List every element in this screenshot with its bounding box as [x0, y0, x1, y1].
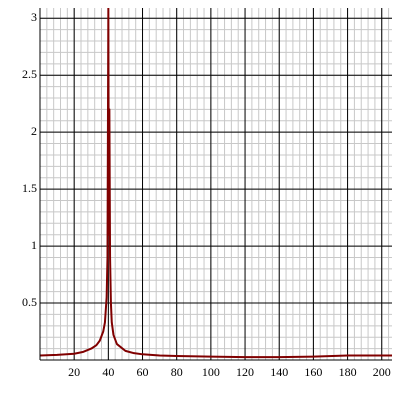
y-tick-label: 0.5 [22, 295, 37, 309]
x-tick-label: 120 [236, 365, 254, 379]
x-tick-label: 160 [304, 365, 322, 379]
grid [39, 8, 392, 361]
y-tick-label: 2.5 [22, 67, 37, 81]
y-tick-label: 2 [31, 124, 37, 138]
x-tick-label: 100 [202, 365, 220, 379]
plot-area [40, 8, 392, 359]
y-tick-label: 3 [31, 10, 37, 24]
x-tick-label: 60 [137, 365, 149, 379]
y-tick-label: 1.5 [22, 181, 37, 195]
y-tick-label: 1 [31, 238, 37, 252]
line-series [40, 8, 392, 359]
x-tick-label: 180 [339, 365, 357, 379]
x-tick-label: 200 [373, 365, 391, 379]
x-tick-label: 40 [102, 365, 114, 379]
x-tick-label: 20 [68, 365, 80, 379]
x-tick-label: 140 [270, 365, 288, 379]
x-tick-label: 80 [171, 365, 183, 379]
